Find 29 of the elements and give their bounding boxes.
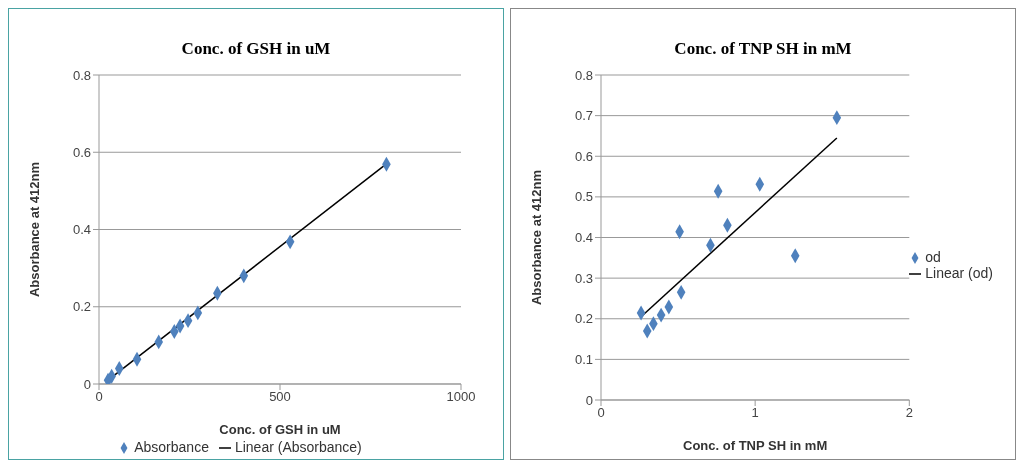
y-tick-label: 0.6	[72, 144, 91, 160]
legend-label: Linear (Absorbance)	[234, 439, 362, 455]
legend-label: Linear (od)	[925, 265, 993, 281]
chart-title: Conc. of TNP SH in mM	[673, 39, 853, 60]
y-tick-label: 0.6	[574, 148, 593, 164]
y-tick-label: 0.2	[72, 299, 91, 315]
y-tick-label: 0.8	[574, 67, 593, 83]
x-tick-label: 1	[751, 405, 759, 421]
x-tick-label: 500	[269, 389, 291, 405]
chart-title: Conc. of GSH in uM	[180, 39, 332, 60]
y-tick-label: 0	[83, 376, 91, 392]
y-tick-label: 0.4	[72, 222, 91, 238]
legend-label: od	[925, 249, 941, 265]
x-tick-label: 1000	[446, 389, 476, 405]
y-axis-title: Absorbance at 412nm	[26, 161, 42, 298]
x-axis-title: Conc. of GSH in uM	[219, 422, 341, 437]
x-tick-label: 0	[597, 405, 605, 421]
y-axis-title: Absorbance at 412nm	[528, 169, 544, 306]
y-tick-label: 0.2	[574, 311, 593, 327]
y-tick-label: 0.4	[574, 230, 593, 246]
y-tick-label: 0.8	[72, 67, 91, 83]
y-tick-label: 0.5	[574, 189, 593, 205]
y-tick-label: 0.1	[574, 351, 593, 367]
y-tick-label: 0.3	[574, 270, 593, 286]
x-tick-label: 0	[95, 389, 103, 405]
x-tick-label: 2	[905, 405, 913, 421]
y-tick-label: 0.7	[574, 108, 593, 124]
legend-label: Absorbance	[134, 439, 209, 455]
x-axis-title: Conc. of TNP SH in mM	[683, 438, 828, 453]
